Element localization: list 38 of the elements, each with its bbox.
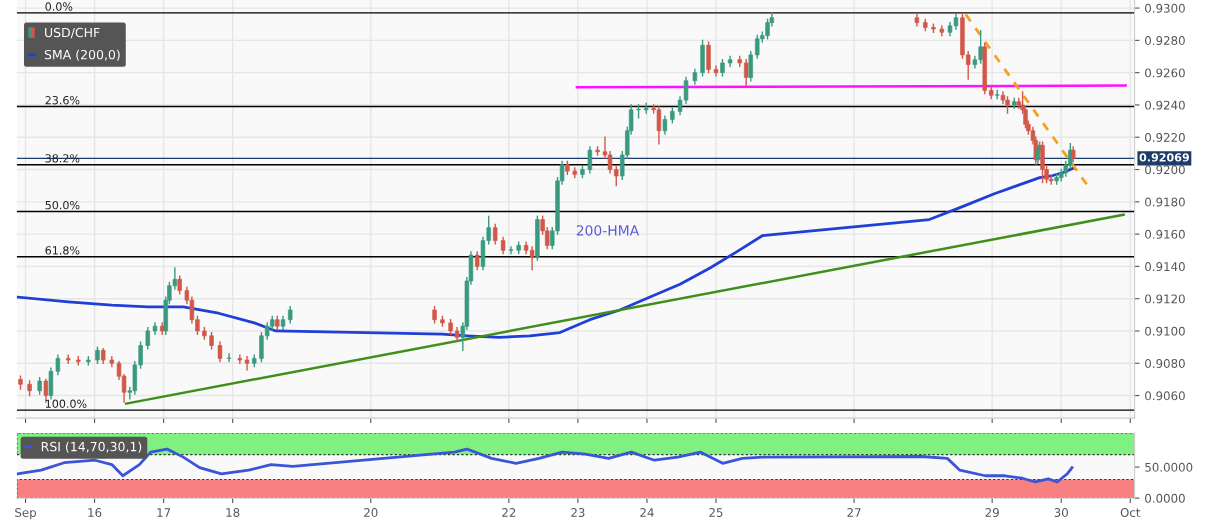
x-tick-label: 22 xyxy=(502,508,516,517)
y-tick-label: 0.9180 xyxy=(1145,197,1185,207)
x-tick-label: 27 xyxy=(847,508,861,517)
y-tick-label: 0.9240 xyxy=(1145,100,1185,110)
annotation: 50.0% xyxy=(45,200,80,210)
legend-label: USD/CHF xyxy=(45,27,100,39)
annotation: 100.0% xyxy=(45,399,87,408)
legend-label: SMA (200,0) xyxy=(44,49,120,61)
x-tick-label: 29 xyxy=(985,508,999,517)
x-tick-label: 20 xyxy=(364,508,378,517)
x-tick-label: 18 xyxy=(226,508,240,517)
x-tick-label: Sep xyxy=(15,508,37,520)
x-tick-label: 23 xyxy=(571,508,585,517)
y-tick-label: 0.9300 xyxy=(1145,3,1185,13)
x-tick-label: 17 xyxy=(157,508,171,517)
y-tick-label: 50.0000 xyxy=(1145,462,1193,472)
y-tick-label: 0.9200 xyxy=(1145,165,1185,175)
y-tick-label: 0.9080 xyxy=(1145,359,1185,368)
y-tick-label: 0.9060 xyxy=(1145,391,1185,401)
x-tick-label: 16 xyxy=(88,508,102,517)
x-tick-label: Oct xyxy=(1120,508,1141,517)
y-tick-label: 0.0000 xyxy=(1145,493,1185,503)
y-tick-label: 0.9100 xyxy=(1145,326,1185,336)
annotation: 0.0% xyxy=(45,2,73,11)
x-tick-label: 25 xyxy=(709,508,723,517)
y-tick-label: 0.9160 xyxy=(1145,229,1185,239)
annotation: 200-HMA xyxy=(576,225,640,236)
y-tick-label: 0.9220 xyxy=(1145,132,1185,142)
ref-line-label: 0.92069 xyxy=(1139,153,1189,162)
annotation: 23.6% xyxy=(45,96,80,105)
x-tick-label: 30 xyxy=(1054,508,1068,517)
y-tick-label: 0.9140 xyxy=(1145,262,1185,272)
x-tick-label: 24 xyxy=(640,508,654,517)
annotation: 61.8% xyxy=(45,246,80,255)
y-tick-label: 0.9260 xyxy=(1145,68,1185,78)
y-tick-label: 0.9120 xyxy=(1145,294,1185,304)
legend-label: RSI (14,70,30,1) xyxy=(41,441,142,453)
y-tick-label: 0.9280 xyxy=(1145,36,1185,46)
